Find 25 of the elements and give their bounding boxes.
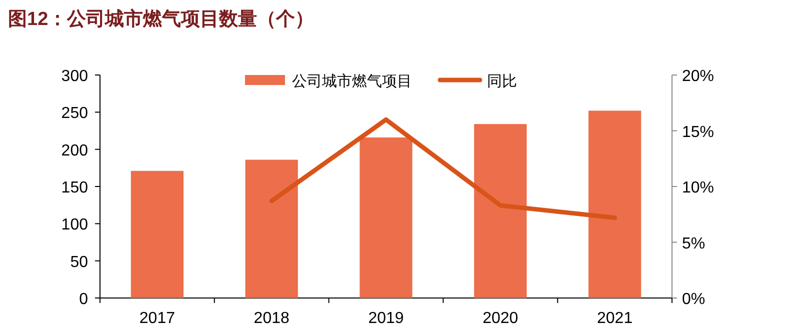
- x-tick-label: 2021: [597, 310, 633, 327]
- y2-tick-label: 15%: [682, 124, 714, 141]
- x-tick-label: 2018: [254, 310, 290, 327]
- y2-tick-label: 10%: [682, 180, 714, 196]
- bar: [245, 160, 298, 298]
- y-tick-label: 0: [79, 291, 88, 308]
- legend-label: 公司城市燃气项目: [292, 73, 412, 90]
- y2-tick-label: 20%: [682, 68, 714, 85]
- x-tick-label: 2020: [482, 310, 518, 327]
- y-tick-label: 100: [61, 216, 88, 234]
- bar: [474, 124, 527, 298]
- y2-tick-label: 0%: [682, 291, 706, 308]
- y-tick-label: 250: [61, 105, 88, 122]
- x-tick-label: 2017: [139, 310, 176, 327]
- legend-label: 同比: [487, 73, 517, 90]
- y-tick-label: 200: [61, 142, 88, 160]
- bar: [588, 110, 642, 298]
- y-tick-label: 50: [70, 254, 88, 271]
- bar: [130, 170, 184, 298]
- bar: [360, 137, 412, 298]
- y-tick-label: 300: [61, 68, 88, 85]
- y-tick-label: 150: [61, 180, 88, 196]
- y2-tick-label: 5%: [682, 235, 706, 252]
- x-tick-label: 2019: [368, 310, 404, 327]
- chart-title: 图12：公司城市燃气项目数量（个）: [8, 8, 314, 30]
